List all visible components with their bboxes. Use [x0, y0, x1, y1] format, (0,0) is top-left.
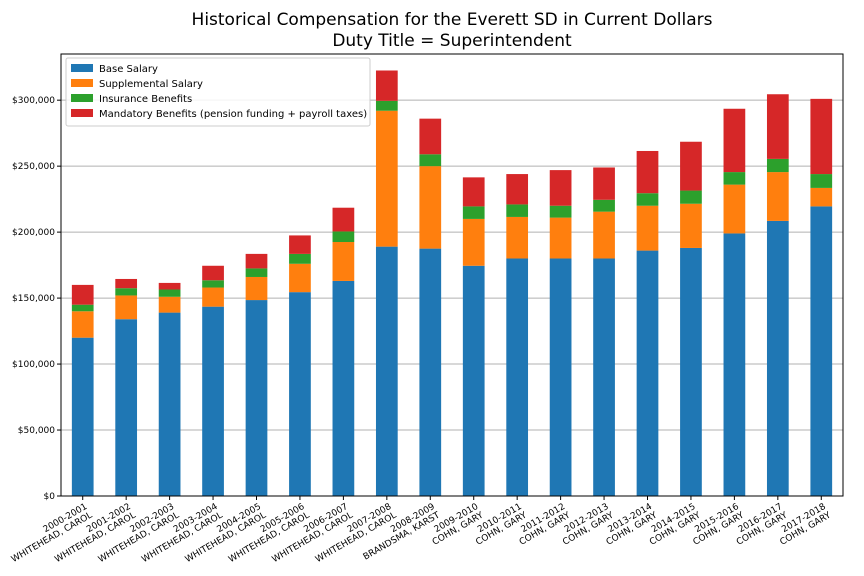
bar-segment: [202, 287, 224, 307]
bar-segment: [636, 205, 659, 251]
bar-segment: [549, 258, 572, 496]
bar-segment: [245, 276, 268, 301]
legend-swatch: [71, 94, 93, 102]
y-tick-label: $100,000: [12, 360, 55, 370]
bar-segment: [375, 70, 398, 101]
y-tick-label: $50,000: [18, 426, 55, 436]
bar-segment: [506, 216, 529, 259]
y-tick-label: $0: [44, 492, 56, 502]
bar-segment: [549, 170, 572, 206]
bar-segment: [115, 278, 138, 289]
legend-label: Supplemental Salary: [99, 79, 203, 90]
y-tick-label: $150,000: [12, 294, 55, 304]
chart-title: Historical Compensation for the Everett …: [192, 10, 713, 30]
bar-segment: [332, 207, 355, 232]
bar-segment: [158, 282, 181, 290]
bar-segment: [810, 98, 833, 175]
y-axis: $0 $50,000 $100,000 $150,000 $200,000 $250,00…: [12, 96, 61, 502]
bar-segment: [289, 235, 311, 254]
bar-segment: [723, 233, 746, 496]
bar-segment: [158, 289, 181, 297]
bar-segment: [419, 166, 442, 249]
bar-segment: [462, 206, 485, 219]
legend-label: Mandatory Benefits (pension funding + pa…: [99, 109, 367, 120]
bar-segment: [593, 199, 615, 212]
bar-segment: [766, 172, 789, 221]
bar-segment: [158, 312, 181, 496]
bar-segment: [71, 304, 94, 312]
bar-segment: [723, 172, 746, 185]
bar-segment: [289, 263, 311, 293]
bar-segment: [680, 203, 702, 248]
bar-segment: [549, 217, 572, 259]
chart-subtitle: Duty Title = Superintendent: [332, 31, 572, 51]
x-axis: 2000-2001WHITEHEAD, CAROL2001-2002WHITEH…: [5, 496, 833, 565]
bar-segment: [723, 184, 746, 234]
bar-segment: [289, 292, 311, 496]
bar-segment: [766, 94, 789, 159]
bar-segment: [115, 319, 138, 496]
legend-label: Base Salary: [99, 64, 158, 75]
bar-segment: [202, 306, 224, 496]
bar-segment: [71, 284, 94, 305]
bar-segment: [332, 231, 355, 243]
bar-segment: [506, 204, 529, 217]
bar-segment: [462, 177, 485, 207]
bar-segment: [158, 296, 181, 313]
bar-segment: [593, 211, 615, 259]
legend-swatch: [71, 79, 93, 87]
bar-segment: [115, 288, 138, 296]
bars: [71, 70, 833, 496]
bar-segment: [723, 108, 746, 173]
bar-segment: [593, 167, 615, 200]
bar-segment: [680, 190, 702, 204]
legend-label: Insurance Benefits: [99, 94, 192, 105]
bar-segment: [462, 265, 485, 496]
bar-segment: [419, 154, 442, 167]
x-tick-label: 2000-2001WHITEHEAD, CAROL: [5, 502, 94, 565]
bar-segment: [766, 158, 789, 173]
bar-segment: [810, 187, 833, 207]
legend-swatch: [71, 64, 93, 72]
bar-segment: [71, 311, 94, 338]
bar-segment: [680, 141, 702, 191]
bar-segment: [810, 174, 833, 188]
bar-segment: [810, 206, 833, 496]
bar-segment: [462, 218, 485, 266]
bar-segment: [549, 205, 572, 218]
bar-segment: [375, 246, 398, 496]
bar-segment: [375, 110, 398, 247]
bar-segment: [289, 253, 311, 264]
bar-segment: [245, 268, 268, 277]
bar-segment: [202, 280, 224, 288]
bar-segment: [202, 265, 224, 281]
bar-segment: [766, 220, 789, 496]
bar-segment: [506, 258, 529, 496]
bar-segment: [71, 337, 94, 496]
bar-segment: [245, 253, 268, 269]
bar-segment: [636, 150, 659, 194]
bar-segment: [680, 247, 702, 496]
bar-segment: [506, 174, 529, 205]
bar-segment: [332, 280, 355, 496]
bar-segment: [419, 118, 442, 155]
bar-segment: [636, 193, 659, 206]
bar-segment: [636, 250, 659, 496]
bar-segment: [332, 242, 355, 281]
legend-box: [65, 57, 371, 127]
bar-segment: [419, 248, 442, 496]
y-tick-label: $300,000: [12, 96, 55, 106]
bar-segment: [593, 258, 615, 496]
legend: Base Salary Supplemental Salary Insurance …: [65, 57, 371, 127]
y-tick-label: $200,000: [12, 228, 55, 238]
bar-segment: [245, 300, 268, 496]
plot-frame: [60, 53, 844, 497]
y-tick-label: $250,000: [12, 162, 55, 172]
bar-segment: [375, 100, 398, 111]
legend-swatch: [71, 109, 93, 117]
bar-segment: [115, 295, 138, 320]
